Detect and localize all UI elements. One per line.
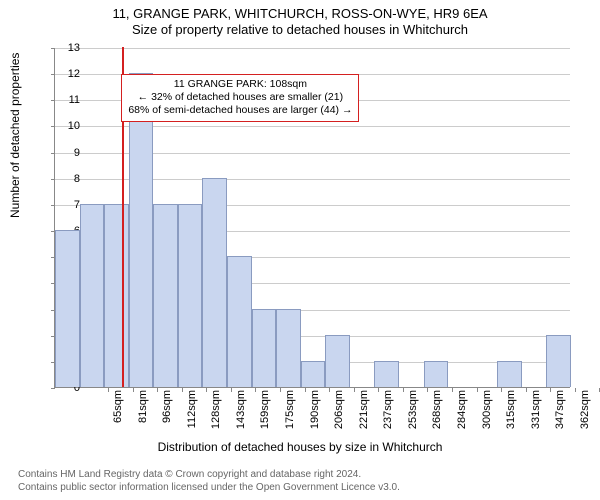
- x-tick-label: 237sqm: [382, 390, 394, 429]
- annotation-line-1: 11 GRANGE PARK: 108sqm: [128, 78, 352, 91]
- histogram-bar: [325, 335, 350, 387]
- x-axis-label: Distribution of detached houses by size …: [0, 440, 600, 454]
- x-tick-mark: [280, 388, 281, 392]
- x-tick-mark: [378, 388, 379, 392]
- x-tick-mark: [477, 388, 478, 392]
- histogram-bar: [276, 309, 301, 387]
- y-axis-label: Number of detached properties: [8, 53, 22, 218]
- histogram-bar: [374, 361, 399, 387]
- x-tick-label: 159sqm: [259, 390, 271, 429]
- x-tick-mark: [526, 388, 527, 392]
- x-tick-mark: [427, 388, 428, 392]
- x-tick-mark: [550, 388, 551, 392]
- x-tick-mark: [157, 388, 158, 392]
- x-tick-mark: [206, 388, 207, 392]
- histogram-bar: [424, 361, 449, 387]
- x-tick-mark: [231, 388, 232, 392]
- gridline: [55, 48, 570, 49]
- x-tick-mark: [501, 388, 502, 392]
- y-tick-label: 13: [50, 42, 80, 54]
- x-tick-label: 81sqm: [137, 390, 149, 423]
- x-tick-mark: [255, 388, 256, 392]
- x-tick-label: 206sqm: [333, 390, 345, 429]
- y-tick-label: 8: [50, 173, 80, 185]
- x-tick-label: 65sqm: [112, 390, 124, 423]
- histogram-bar: [153, 204, 178, 387]
- x-tick-label: 347sqm: [554, 390, 566, 429]
- histogram-bar: [227, 256, 252, 387]
- chart-area: 11 GRANGE PARK: 108sqm← 32% of detached …: [54, 48, 570, 388]
- title-line-1: 11, GRANGE PARK, WHITCHURCH, ROSS-ON-WYE…: [0, 6, 600, 21]
- x-tick-label: 96sqm: [161, 390, 173, 423]
- histogram-bar: [80, 204, 105, 387]
- y-tick-label: 10: [50, 120, 80, 132]
- histogram-bar: [301, 361, 326, 387]
- x-tick-label: 221sqm: [358, 390, 370, 429]
- x-tick-label: 315sqm: [505, 390, 517, 429]
- x-tick-mark: [354, 388, 355, 392]
- x-tick-mark: [182, 388, 183, 392]
- annotation-line-3: 68% of semi-detached houses are larger (…: [128, 104, 352, 117]
- histogram-bar: [546, 335, 571, 387]
- footer-line-2: Contains public sector information licen…: [18, 482, 400, 495]
- y-tick-label: 11: [50, 94, 80, 106]
- x-tick-label: 362sqm: [579, 390, 591, 429]
- x-tick-mark: [133, 388, 134, 392]
- x-tick-label: 331sqm: [530, 390, 542, 429]
- x-tick-label: 143sqm: [235, 390, 247, 429]
- x-tick-label: 112sqm: [186, 390, 198, 428]
- x-tick-mark: [108, 388, 109, 392]
- y-tick-label: 7: [50, 199, 80, 211]
- histogram-bar: [202, 178, 227, 387]
- footer-attribution: Contains HM Land Registry data © Crown c…: [18, 469, 400, 494]
- y-tick-label: 9: [50, 147, 80, 159]
- histogram-bar: [55, 230, 80, 387]
- x-tick-mark: [452, 388, 453, 392]
- annotation-line-2: ← 32% of detached houses are smaller (21…: [128, 91, 352, 104]
- annotation-box: 11 GRANGE PARK: 108sqm← 32% of detached …: [121, 74, 359, 121]
- plot-area: 11 GRANGE PARK: 108sqm← 32% of detached …: [54, 48, 570, 388]
- histogram-bar: [252, 309, 277, 387]
- histogram-bar: [497, 361, 522, 387]
- y-tick-label: 12: [50, 68, 80, 80]
- title-line-2: Size of property relative to detached ho…: [0, 22, 600, 37]
- x-tick-mark: [305, 388, 306, 392]
- x-tick-mark: [575, 388, 576, 392]
- x-tick-label: 128sqm: [210, 390, 222, 429]
- x-tick-label: 284sqm: [456, 390, 468, 429]
- x-tick-label: 175sqm: [284, 390, 296, 429]
- histogram-bar: [104, 204, 129, 387]
- x-tick-label: 268sqm: [431, 390, 443, 429]
- footer-line-1: Contains HM Land Registry data © Crown c…: [18, 469, 400, 482]
- x-tick-label: 190sqm: [309, 390, 321, 429]
- x-tick-mark: [403, 388, 404, 392]
- x-tick-mark: [329, 388, 330, 392]
- x-tick-label: 300sqm: [481, 390, 493, 429]
- histogram-bar: [178, 204, 203, 387]
- x-tick-label: 253sqm: [407, 390, 419, 429]
